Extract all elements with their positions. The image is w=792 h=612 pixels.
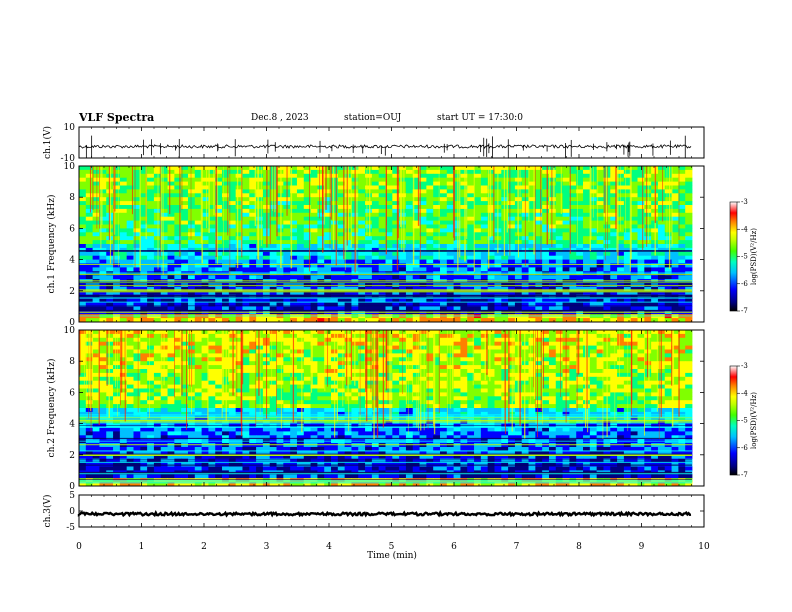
x-tick-label: 4 <box>326 542 332 552</box>
y-tick-label: 2 <box>69 451 75 461</box>
y-tick-label: 8 <box>69 193 75 203</box>
y-tick-label: 0 <box>69 507 75 517</box>
ch1-spectrogram-field <box>79 166 693 323</box>
y-axis-label: ch.2 Frequency (kHz) <box>46 359 57 458</box>
y-tick-label: 6 <box>69 388 75 398</box>
y-axis-label: ch.1 Frequency (kHz) <box>46 195 57 294</box>
station-label: station=OUJ <box>344 113 402 123</box>
colorbar-tick-label: -3 <box>741 198 748 206</box>
y-tick-label: 6 <box>69 224 75 234</box>
y-tick-label: 8 <box>69 357 75 367</box>
colorbar-tick-label: -5 <box>741 253 748 261</box>
x-tick-label: 3 <box>264 542 270 552</box>
x-tick-label: 6 <box>451 542 457 552</box>
ch3-waveform-trace <box>77 509 692 518</box>
y-tick-label: 10 <box>64 326 76 336</box>
start-time-label: start UT = 17:30:0 <box>437 113 523 123</box>
x-tick-label: 10 <box>698 542 710 552</box>
y-tick-label: 4 <box>69 420 75 430</box>
ch1-waveform: 10 -10 ch.1(V) <box>42 123 705 164</box>
colorbar <box>729 201 738 312</box>
x-tick-label: 5 <box>389 542 395 552</box>
y-tick-label: -5 <box>66 523 75 533</box>
colorbar-tick-label: -7 <box>741 471 748 479</box>
ch1-spectrogram: 0 2 4 6 8 10 -3 -4 -5 -6 -7 log(PSD)(V²/Hz) ch.1 Fre… <box>46 162 758 328</box>
x-tick-label: 8 <box>576 542 582 552</box>
x-tick-label: 0 <box>76 542 82 552</box>
colorbar <box>729 365 738 476</box>
colorbar-label: log(PSD)(V²/Hz) <box>750 392 758 449</box>
y-tick-label: 5 <box>69 491 75 501</box>
x-tick-label: 2 <box>201 542 207 552</box>
ch2-spectrogram: 0 2 4 6 8 10 -3 -4 -5 -6 -7 log(PSD)(V²/Hz) ch.2 Fre… <box>46 326 758 492</box>
y-axis-label: ch.1(V) <box>42 126 53 159</box>
ch3-waveform: 5 0 -5 ch.3(V) <box>42 491 705 533</box>
colorbar-tick-label: -3 <box>741 362 748 370</box>
x-tick-label: 7 <box>514 542 520 552</box>
colorbar-tick-label: -7 <box>741 307 748 315</box>
y-tick-label: 2 <box>69 287 75 297</box>
colorbar-tick-label: -4 <box>741 389 748 397</box>
ch1-waveform-trace <box>78 144 692 149</box>
date-label: Dec.8 , 2023 <box>251 113 309 123</box>
y-tick-label: 0 <box>69 482 75 492</box>
colorbar-tick-label: -5 <box>741 417 748 425</box>
y-tick-label: 4 <box>69 256 75 266</box>
x-tick-label: 1 <box>139 542 145 552</box>
colorbar-label: log(PSD)(V²/Hz) <box>750 228 758 285</box>
y-tick-label: 0 <box>69 318 75 328</box>
x-axis-label: Time (min) <box>367 550 417 561</box>
figure-title: VLF Spectra <box>79 111 155 124</box>
y-tick-label: 10 <box>64 162 76 172</box>
colorbar-tick-label: -4 <box>741 225 748 233</box>
x-tick-label: 9 <box>639 542 645 552</box>
y-tick-label: -10 <box>61 154 76 164</box>
ch2-spectrogram-field <box>79 330 693 487</box>
colorbar-tick-label: -6 <box>741 444 748 452</box>
y-axis-label: ch.3(V) <box>42 495 53 528</box>
colorbar-tick-label: -6 <box>741 280 748 288</box>
y-tick-label: 10 <box>64 123 76 133</box>
